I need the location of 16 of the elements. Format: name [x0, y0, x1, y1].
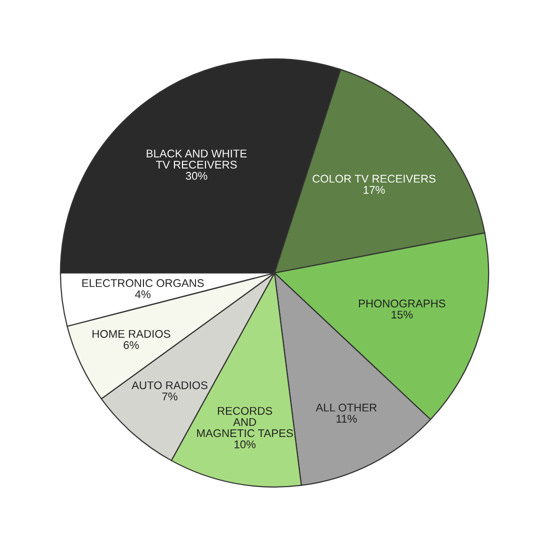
- slice-label: PHONOGRAPHS: [359, 300, 446, 308]
- slice-label: ALL OTHER: [316, 404, 377, 412]
- data-label: 11%: [336, 414, 357, 423]
- slice-label: ELECTRONIC ORGANS: [82, 279, 204, 288]
- data-label: 15%: [392, 310, 413, 319]
- data-label: 10%: [234, 440, 256, 448]
- slice-label: AUTO RADIOS: [132, 381, 208, 390]
- data-label: 30%: [186, 172, 208, 180]
- slice-label: HOME RADIOS: [92, 330, 170, 338]
- data-label: 17%: [364, 186, 385, 194]
- slice-label: RECORDS AND MAGNETIC TAPES: [197, 406, 293, 438]
- slice-label: COLOR TV RECEIVERS: [312, 174, 436, 183]
- data-label: 4%: [135, 290, 150, 298]
- data-label: 7%: [162, 392, 178, 400]
- data-label: 6%: [124, 341, 139, 349]
- slice-label: BLACK AND WHITE TV RECEIVERS: [146, 150, 247, 169]
